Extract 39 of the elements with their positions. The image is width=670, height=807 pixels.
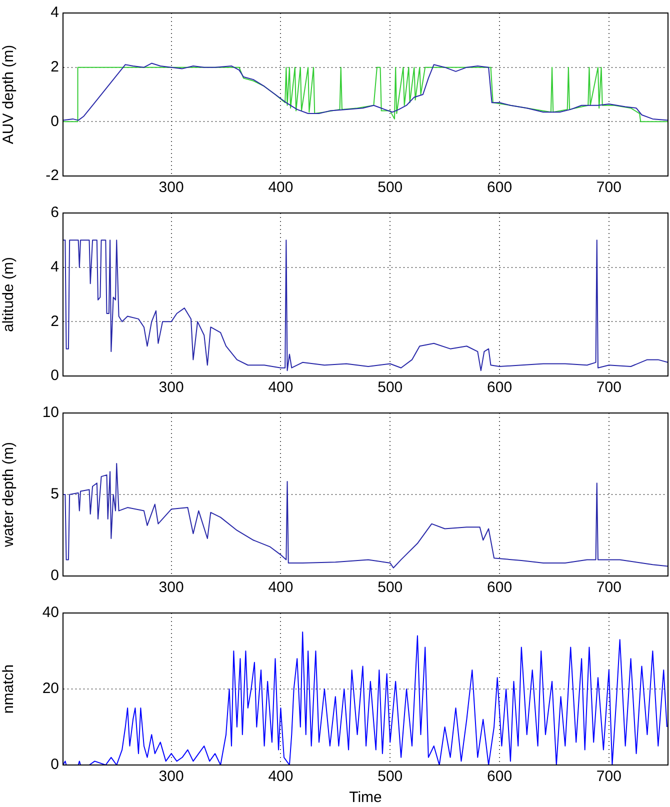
y-tick-label: 0 bbox=[50, 367, 59, 384]
y-tick-label: 4 bbox=[50, 258, 59, 276]
y-tick-label: 10 bbox=[42, 404, 59, 422]
x-axis-title: Time bbox=[349, 789, 382, 806]
y-tick-label: 6 bbox=[50, 204, 59, 222]
y-axis-title: nmatch bbox=[0, 664, 18, 714]
y-axis-title: altitude (m) bbox=[0, 256, 18, 332]
x-tick-label: 300 bbox=[158, 768, 184, 786]
y-tick-label: -2 bbox=[46, 167, 59, 184]
x-tick-label: 500 bbox=[378, 768, 403, 786]
x-tick-label: 500 bbox=[378, 179, 403, 196]
y-axis-title: AUV depth (m) bbox=[0, 44, 18, 144]
y-tick-label: 5 bbox=[50, 486, 59, 503]
x-tick-label: 400 bbox=[268, 768, 294, 786]
x-tick-label: 300 bbox=[158, 379, 184, 396]
y-tick-label: 0 bbox=[50, 567, 59, 584]
y-tick-label: 2 bbox=[50, 312, 59, 330]
x-tick-label: 600 bbox=[487, 579, 512, 596]
x-tick-label: 700 bbox=[596, 579, 622, 596]
x-tick-label: 700 bbox=[596, 379, 622, 396]
y-axis-title: water depth (m) bbox=[0, 442, 18, 548]
x-tick-label: 600 bbox=[487, 768, 512, 786]
x-tick-label: 300 bbox=[158, 179, 184, 196]
x-tick-label: 500 bbox=[378, 579, 403, 596]
x-tick-label: 500 bbox=[378, 379, 403, 396]
x-tick-label: 300 bbox=[158, 579, 184, 596]
y-tick-label: 20 bbox=[42, 680, 59, 698]
y-tick-label: 4 bbox=[50, 4, 59, 22]
x-tick-label: 700 bbox=[596, 179, 622, 196]
y-tick-label: 2 bbox=[50, 58, 59, 76]
y-tick-label: 40 bbox=[42, 604, 59, 622]
x-tick-label: 600 bbox=[487, 179, 512, 196]
y-tick-label: 0 bbox=[50, 112, 59, 130]
y-tick-label: 0 bbox=[50, 756, 59, 774]
x-tick-label: 400 bbox=[268, 379, 294, 396]
x-tick-label: 700 bbox=[596, 768, 622, 786]
x-tick-label: 400 bbox=[268, 579, 294, 596]
x-tick-label: 400 bbox=[268, 179, 294, 196]
x-tick-label: 600 bbox=[487, 379, 512, 396]
